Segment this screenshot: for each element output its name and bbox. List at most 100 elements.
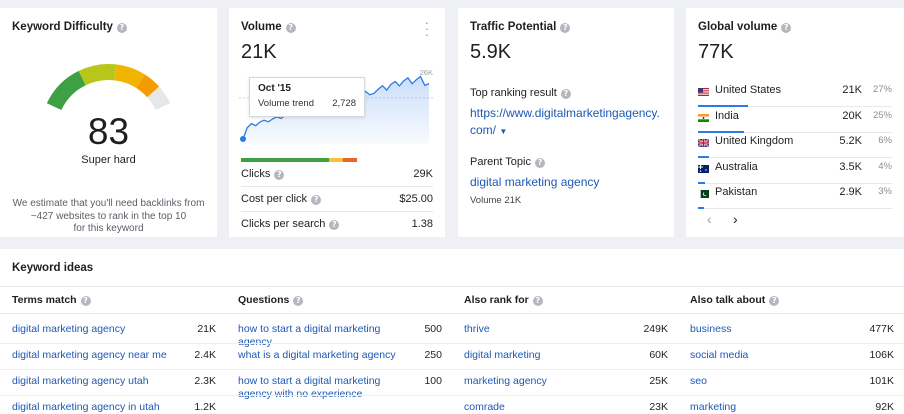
kd-title: Keyword Difficulty? <box>12 21 127 33</box>
gv-title: Global volume? <box>698 21 792 33</box>
help-icon[interactable]: ? <box>560 89 571 99</box>
country-percent: 25% <box>872 109 892 121</box>
prev-page-icon[interactable]: ‹ <box>707 211 712 227</box>
idea-keyword[interactable]: social media <box>690 349 749 361</box>
divider <box>0 286 904 287</box>
help-icon[interactable]: ? <box>329 220 340 230</box>
row-divider <box>0 343 226 344</box>
ideas-column-title: Also rank for? <box>464 294 543 306</box>
in-flag-icon <box>698 113 709 122</box>
idea-volume: 249K <box>643 323 668 335</box>
help-icon[interactable]: ? <box>532 296 543 306</box>
help-icon[interactable]: ? <box>274 170 285 180</box>
country-percent: 4% <box>878 160 892 172</box>
help-icon[interactable]: ? <box>534 158 545 168</box>
uk-flag-icon <box>697 138 710 148</box>
help-icon[interactable]: ? <box>293 296 304 306</box>
country-name: India <box>715 109 739 122</box>
tp-value: 5.9K <box>470 41 512 63</box>
idea-keyword[interactable]: comrade <box>464 401 505 413</box>
country-percent: 3% <box>878 186 892 198</box>
country-percent: 6% <box>878 135 892 147</box>
pk-flag-icon <box>698 189 709 199</box>
caret-down-icon[interactable]: ▼ <box>499 127 508 136</box>
volume-title: Volume? <box>241 21 296 33</box>
idea-volume: 106K <box>869 349 894 361</box>
row-divider <box>226 369 452 370</box>
kd-value: 83 <box>87 111 130 152</box>
country-row[interactable]: United States 21K 27% <box>698 81 892 107</box>
tp-title: Traffic Potential? <box>470 21 571 33</box>
parent-topic-link[interactable]: digital marketing agency <box>470 175 600 189</box>
country-share-bar <box>698 105 748 107</box>
idea-volume: 21K <box>197 323 216 335</box>
stat-row-cpc: Cost per click? $25.00 <box>241 193 433 212</box>
global-volume-card: Global volume? 77K United States 21K 27% In… <box>686 8 904 237</box>
country-volume: 3.5K <box>839 160 862 173</box>
ideas-column-title: Also talk about? <box>690 294 780 306</box>
us-flag-icon <box>698 87 709 96</box>
idea-keyword[interactable]: how to start a digital marketing agency <box>238 323 381 348</box>
row-divider <box>0 369 226 370</box>
parent-topic-label: Parent Topic? <box>470 156 545 168</box>
idea-keyword[interactable]: digital marketing <box>464 349 541 361</box>
kd-label: Super hard <box>81 154 136 166</box>
country-volume: 2.9K <box>839 186 862 199</box>
tooltip-date: Oct '15 <box>258 83 291 94</box>
stat-row-clicks: Clicks? 29K <box>241 168 433 187</box>
idea-keyword[interactable]: digital marketing agency utah <box>12 375 149 387</box>
row-divider <box>678 343 904 344</box>
country-row[interactable]: India 20K 25% <box>698 107 892 133</box>
row-divider <box>678 369 904 370</box>
idea-keyword[interactable]: what is a digital marketing agency <box>238 349 396 361</box>
more-options-icon[interactable]: · · · <box>424 15 429 42</box>
volume-color-bar <box>241 158 357 162</box>
stat-row-cps: Clicks per search? 1.38 <box>241 218 433 230</box>
keyword-difficulty-card: Keyword Difficulty? 83 Super hard We est… <box>0 8 217 237</box>
volume-value: 21K <box>241 41 277 63</box>
idea-keyword[interactable]: marketing <box>690 401 737 413</box>
idea-keyword[interactable]: digital marketing agency in utah <box>12 401 160 413</box>
parent-topic-volume: Volume 21K <box>470 195 522 206</box>
help-icon[interactable]: ? <box>311 195 322 205</box>
row-divider <box>452 343 678 344</box>
country-volume: 21K <box>842 84 862 96</box>
top-ranking-url[interactable]: https://www.digitalmarketingagency. com/… <box>470 106 660 137</box>
idea-keyword[interactable]: digital marketing agency near me <box>12 349 167 361</box>
chart-max-label: 26K <box>420 68 433 77</box>
idea-keyword[interactable]: thrive <box>464 323 490 335</box>
help-icon[interactable]: ? <box>781 23 792 33</box>
help-icon[interactable]: ? <box>80 296 91 306</box>
help-icon[interactable]: ? <box>116 23 127 33</box>
help-icon[interactable]: ? <box>560 23 571 33</box>
country-share-bar <box>698 130 745 133</box>
keyword-ideas-title: Keyword ideas <box>12 262 94 274</box>
country-row[interactable]: United Kingdom 5.2K 6% <box>697 132 892 159</box>
volume-card: Volume? · · · 21K 26K Oct '15 Volume trend… <box>229 8 445 237</box>
idea-keyword[interactable]: seo <box>690 375 707 387</box>
divider <box>678 313 904 314</box>
idea-volume: 2.4K <box>194 349 216 361</box>
idea-volume: 500 <box>424 323 442 335</box>
country-share-bar <box>698 156 710 159</box>
country-row[interactable]: Pakistan 2.9K 3% <box>698 183 892 210</box>
idea-keyword[interactable]: how to start a digital marketing agency … <box>238 375 381 400</box>
next-page-icon[interactable]: › <box>733 211 738 227</box>
help-icon[interactable]: ? <box>769 296 780 306</box>
tooltip-row: Volume trend 2,728 <box>258 98 356 109</box>
chart-tooltip: Oct '15 Volume trend 2,728 <box>249 77 365 117</box>
gauge-segment <box>136 74 160 98</box>
idea-keyword[interactable]: business <box>690 323 732 335</box>
country-volume: 20K <box>842 109 862 122</box>
country-row[interactable]: Australia 3.5K 4% <box>698 158 892 184</box>
au-flag-icon <box>698 164 709 173</box>
country-name: Pakistan <box>715 186 758 199</box>
idea-keyword[interactable]: marketing agency <box>464 375 547 387</box>
idea-volume: 101K <box>869 375 894 387</box>
idea-keyword[interactable]: digital marketing agency <box>12 323 126 335</box>
idea-volume: 477K <box>869 323 894 335</box>
gauge-segment <box>147 86 171 111</box>
divider <box>0 313 226 314</box>
help-icon[interactable]: ? <box>285 23 296 33</box>
gauge-segment <box>46 70 86 111</box>
